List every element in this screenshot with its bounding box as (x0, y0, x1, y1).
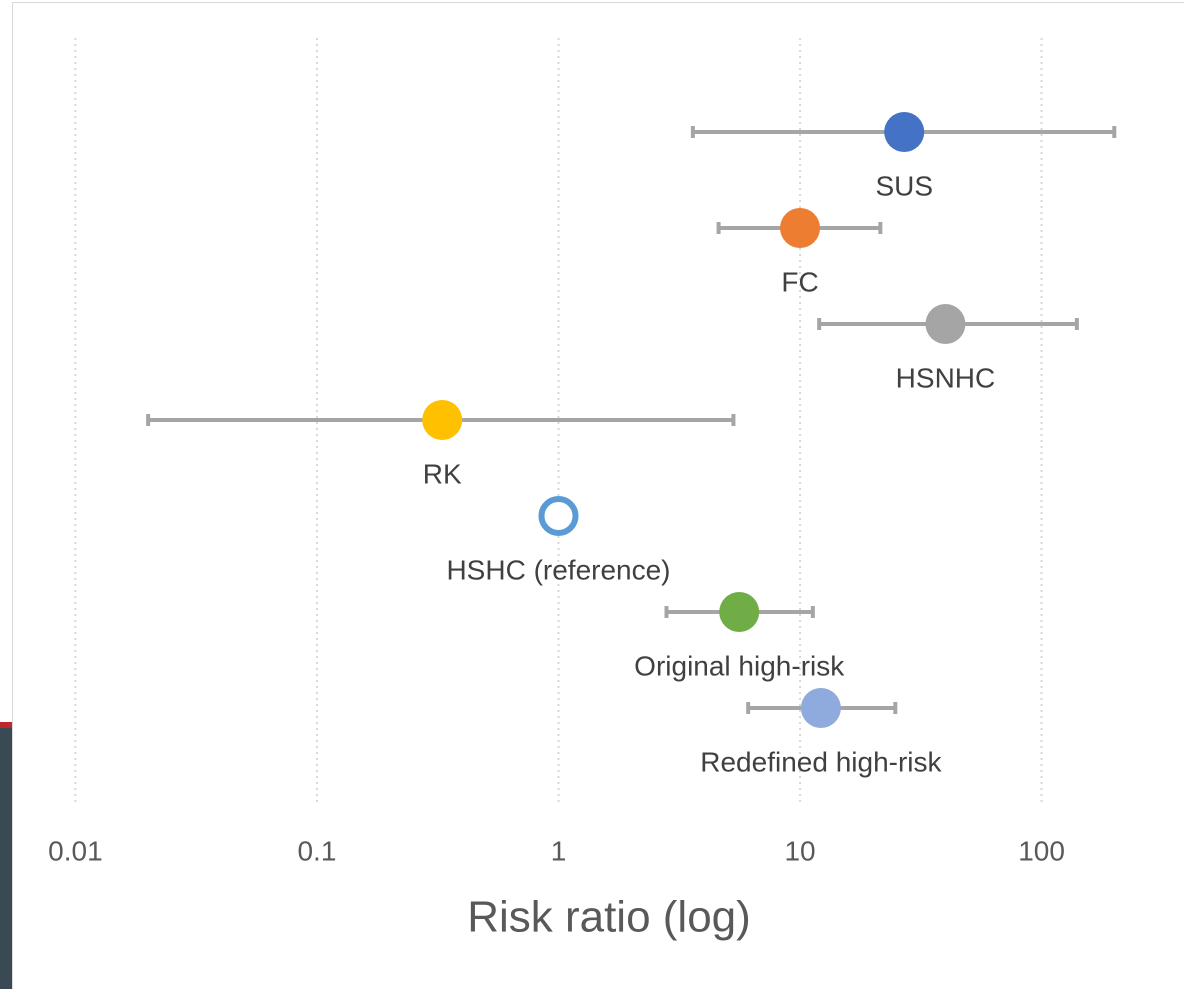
x-tick-label: 0.01 (48, 835, 103, 866)
point-label: Original high-risk (634, 650, 845, 681)
x-axis-title: Risk ratio (log) (467, 893, 751, 942)
x-tick-label: 10 (784, 835, 815, 866)
point (719, 592, 759, 632)
point (884, 112, 924, 152)
slide-fragment (0, 728, 12, 989)
point-label: SUS (875, 170, 933, 201)
point-label: Redefined high-risk (700, 746, 942, 777)
x-tick-label: 0.1 (297, 835, 336, 866)
slide-fragment (0, 722, 12, 728)
point-label: RK (423, 458, 462, 489)
point (925, 304, 965, 344)
point (541, 499, 575, 533)
point (801, 688, 841, 728)
point (422, 400, 462, 440)
point-label: FC (781, 266, 818, 297)
x-tick-label: 1 (551, 835, 567, 866)
chart: Risk ratio (log) 0.01 0.1 1 10 100 SUS FC HSNHC… (0, 0, 1184, 989)
point-label: HSNHC (896, 362, 996, 393)
point-label: HSHC (reference) (446, 554, 670, 585)
x-tick-label: 100 (1018, 835, 1065, 866)
chart-frame (13, 3, 1184, 990)
point (780, 208, 820, 248)
